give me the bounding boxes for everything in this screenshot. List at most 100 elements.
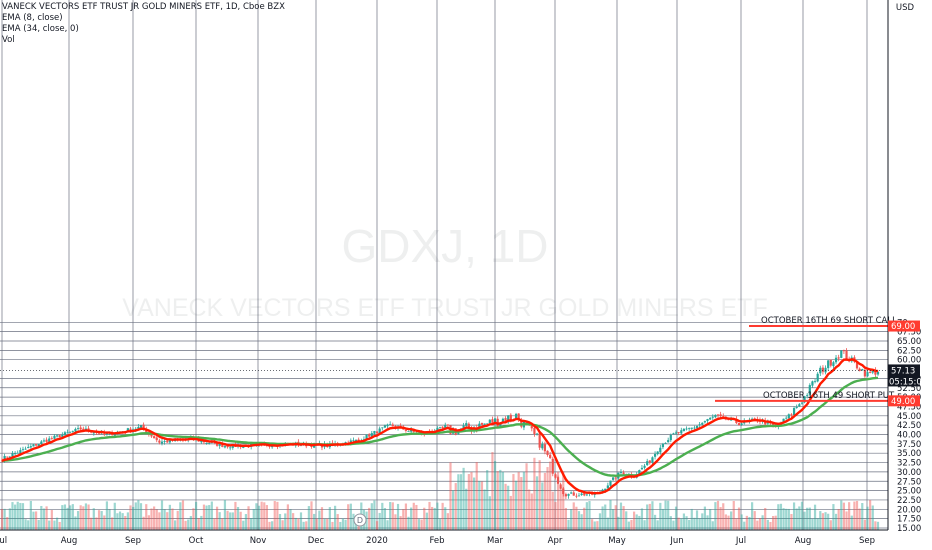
volume-bar bbox=[97, 510, 101, 530]
volume-bar bbox=[100, 511, 103, 530]
y-tick-label: 47.50 bbox=[897, 402, 921, 412]
svg-text:D: D bbox=[357, 516, 363, 525]
candle-body bbox=[834, 357, 838, 363]
volume-bar bbox=[226, 510, 229, 530]
y-tick-label: 42.50 bbox=[897, 421, 921, 431]
volume-bar bbox=[438, 518, 442, 530]
candle-body bbox=[349, 440, 352, 444]
ema-fast-legend[interactable]: EMA (8, close) bbox=[2, 13, 63, 23]
volume-bar bbox=[866, 506, 869, 530]
volume-bar bbox=[467, 474, 470, 530]
volume-bar bbox=[255, 503, 258, 530]
volume-bar bbox=[693, 517, 696, 530]
volume-bar bbox=[850, 515, 853, 530]
candle-body bbox=[352, 440, 355, 442]
volume-bar bbox=[294, 517, 297, 530]
volume-bar bbox=[811, 518, 814, 530]
volume-bar bbox=[208, 505, 211, 530]
volume-bar bbox=[61, 505, 64, 530]
volume-bar bbox=[420, 519, 423, 530]
volume-bar bbox=[724, 514, 727, 530]
volume-bar bbox=[459, 474, 463, 530]
volume-bar bbox=[116, 513, 119, 530]
candle-body bbox=[381, 427, 384, 429]
candle-body bbox=[16, 452, 19, 454]
volume-bar bbox=[764, 507, 767, 530]
volume-bar bbox=[339, 521, 342, 530]
volume-bar bbox=[834, 513, 838, 530]
volume-legend[interactable]: Vol bbox=[2, 35, 15, 45]
candle-body bbox=[845, 350, 848, 360]
volume-bar bbox=[554, 502, 557, 530]
volume-bar bbox=[268, 521, 271, 530]
volume-bar bbox=[779, 503, 783, 530]
dividend-marker[interactable]: D bbox=[353, 513, 367, 527]
price-axis[interactable]: USD 15.0017.5020.0022.5025.0027.5030.0032… bbox=[887, 0, 921, 534]
volume-bar bbox=[549, 461, 552, 530]
volume-bar bbox=[349, 503, 352, 530]
volume-bar bbox=[396, 503, 400, 530]
volume-bar bbox=[174, 520, 177, 530]
candle-body bbox=[863, 369, 866, 377]
candle-body bbox=[866, 372, 869, 377]
volume-bar bbox=[354, 521, 358, 530]
y-tick-label: 52.50 bbox=[897, 384, 921, 394]
candle-body bbox=[638, 470, 641, 475]
volume-bar bbox=[126, 512, 129, 530]
y-tick-label: 22.50 bbox=[897, 496, 921, 506]
candle-body bbox=[640, 467, 644, 470]
volume-bar bbox=[215, 506, 219, 530]
level-label: OCTOBER 16TH 49 SHORT PUT bbox=[763, 391, 895, 401]
volume-bar bbox=[664, 500, 667, 530]
candle-body bbox=[737, 423, 741, 426]
volume-bar bbox=[29, 500, 32, 530]
volume-bar bbox=[488, 496, 491, 530]
volume-bar bbox=[785, 508, 788, 530]
volume-bar bbox=[845, 511, 848, 530]
volume-bar bbox=[706, 515, 709, 530]
candle-body bbox=[837, 357, 840, 359]
volume-bar bbox=[514, 480, 518, 530]
volume-bar bbox=[404, 503, 408, 530]
x-tick-label: Sep bbox=[859, 536, 875, 546]
ema-slow-legend[interactable]: EMA (34, close, 0) bbox=[2, 24, 79, 34]
volume-bar bbox=[575, 506, 578, 530]
volume-bar bbox=[596, 521, 599, 530]
candle-body bbox=[150, 434, 153, 437]
candle-body bbox=[480, 423, 484, 425]
volume-bar bbox=[491, 452, 494, 530]
y-tick-label: 15.00 bbox=[897, 524, 921, 534]
volume-bar bbox=[567, 519, 570, 530]
candle-body bbox=[168, 439, 171, 443]
volume-bar bbox=[512, 474, 515, 530]
candle-body bbox=[695, 426, 699, 429]
volume-bar bbox=[598, 513, 602, 530]
volume-bar bbox=[242, 520, 245, 530]
volume-bar bbox=[383, 507, 387, 530]
candle-body bbox=[580, 493, 583, 496]
candle-body bbox=[874, 370, 877, 375]
candle-body bbox=[813, 380, 817, 382]
volume-bar bbox=[701, 513, 704, 530]
x-tick-label: Sep bbox=[125, 536, 141, 546]
volume-bar bbox=[276, 501, 279, 530]
volume-bar bbox=[682, 513, 686, 530]
candle-body bbox=[646, 461, 649, 466]
volume-bar bbox=[137, 500, 140, 530]
candle-body bbox=[798, 404, 801, 407]
volume-bar bbox=[816, 518, 819, 530]
volume-bar bbox=[82, 506, 85, 530]
volume-bar bbox=[55, 517, 59, 530]
time-axis[interactable]: Jul Aug Sep Oct Nov Dec 2020 Feb Mar Apr May Jun Jul… bbox=[0, 529, 888, 546]
volume-bar bbox=[761, 515, 764, 530]
volume-bar bbox=[758, 518, 762, 530]
volume-bar bbox=[861, 503, 864, 530]
watermark-ticker: GDXJ, 1D bbox=[341, 220, 548, 272]
y-tick-label: 27.50 bbox=[897, 477, 921, 487]
symbol-title[interactable]: VANECK VECTORS ETF TRUST JR GOLD MINERS … bbox=[2, 2, 285, 12]
candle-body bbox=[514, 413, 518, 420]
volume-bar bbox=[821, 513, 825, 530]
x-tick-label: Aug bbox=[795, 536, 812, 546]
volume-bar bbox=[452, 490, 455, 530]
